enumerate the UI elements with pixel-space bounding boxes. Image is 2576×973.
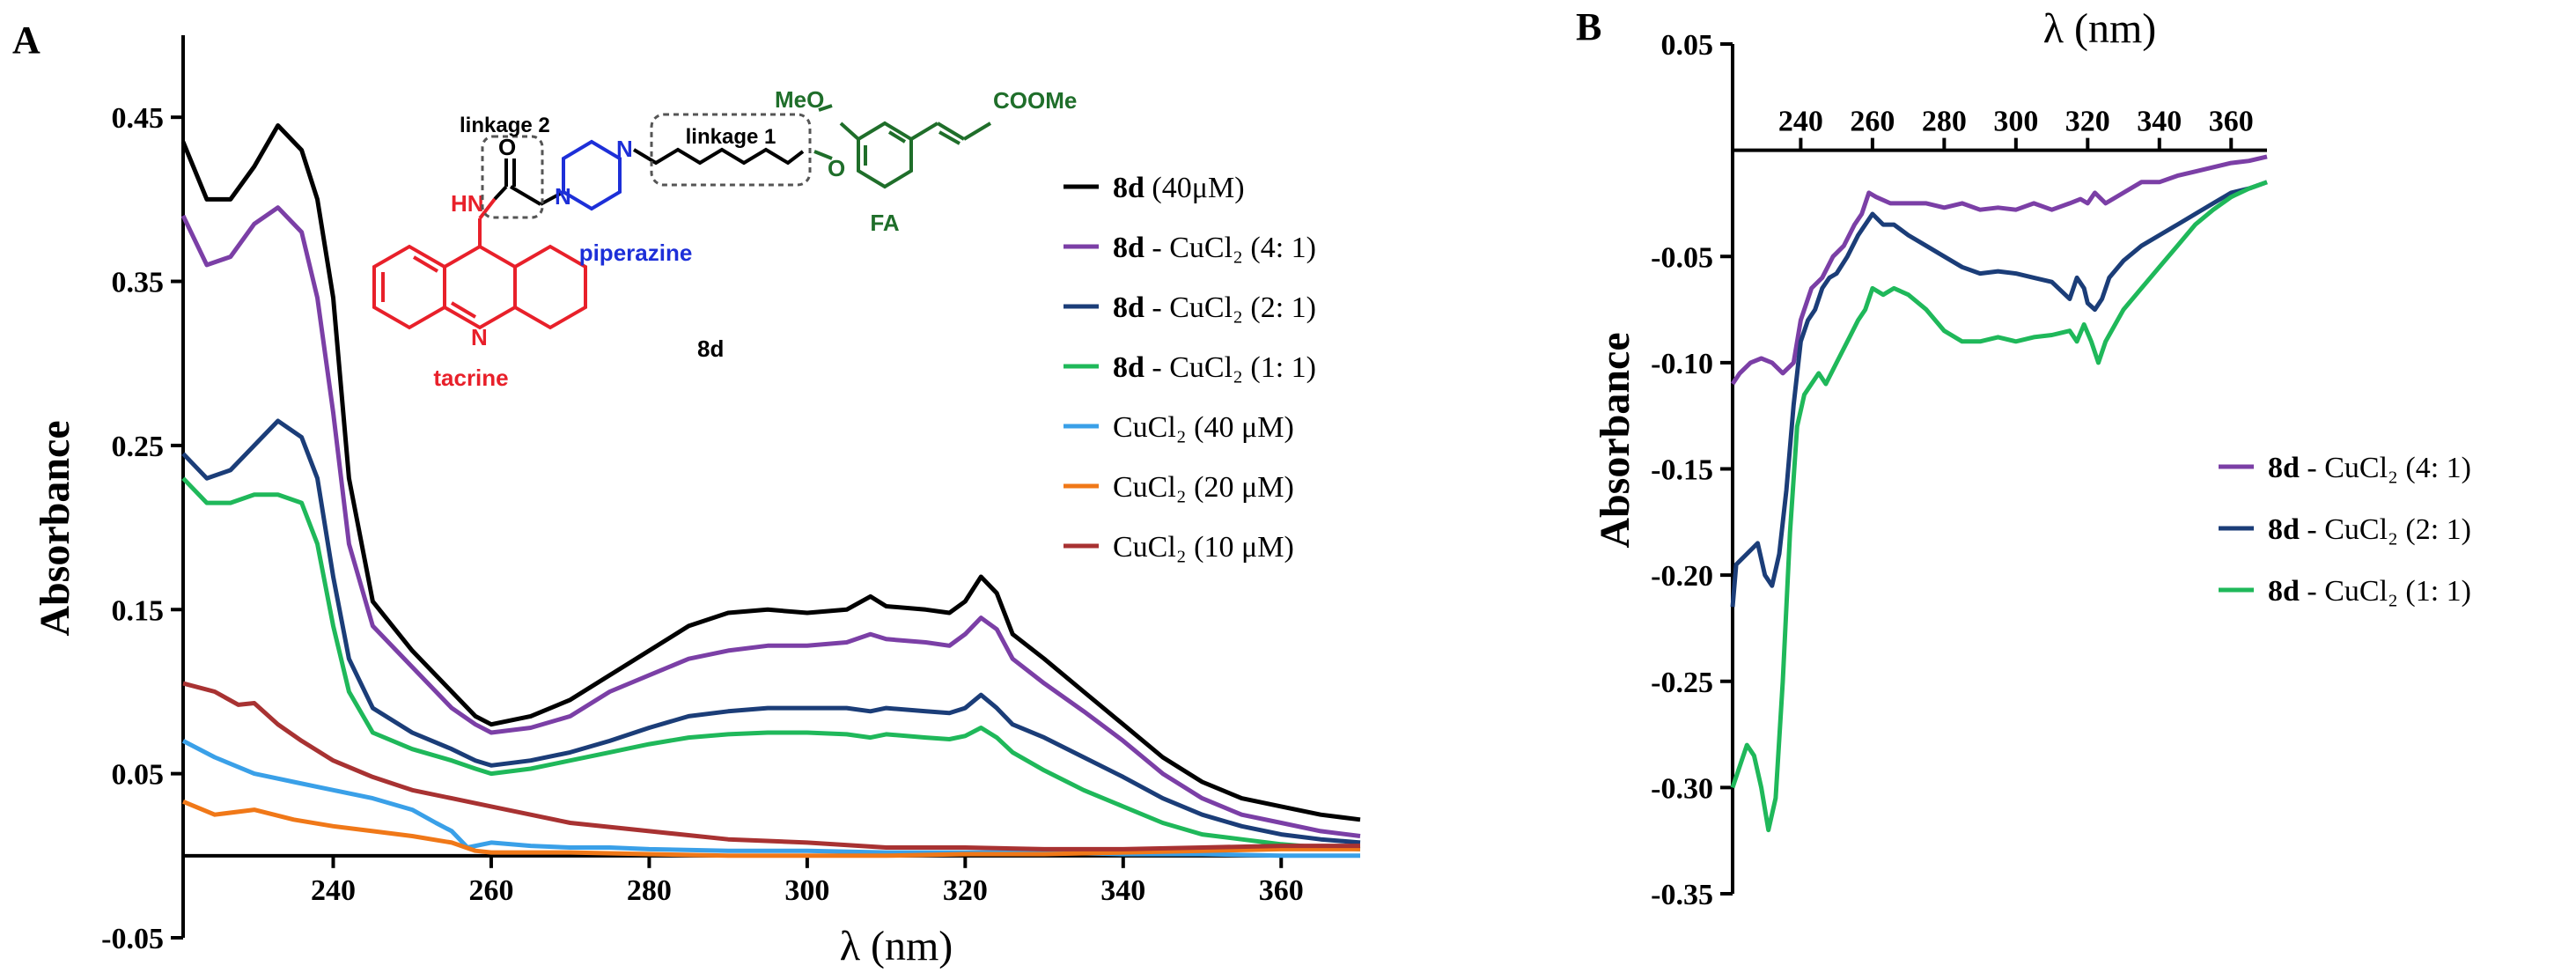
linkage-2-label: linkage 2 <box>460 114 550 137</box>
y-tick-label: -0.15 <box>1651 454 1713 487</box>
panel-a-chart: -0.05 0.05 0.15 0.25 0.35 0.45 240 260 280 300 320… <box>32 35 1361 969</box>
meo-label: MeO <box>775 86 824 113</box>
x-tick-label: 340 <box>1100 874 1145 907</box>
series-line-1 <box>180 205 1361 838</box>
panel-b-y-label: Absorbance <box>1592 332 1638 548</box>
y-tick-label: 0.45 <box>112 102 165 135</box>
x-tick-label: 240 <box>311 874 356 907</box>
piperazine-n2-label: N <box>616 136 633 162</box>
x-tick-label: 320 <box>943 874 988 907</box>
x-tick-label: 300 <box>1993 106 2038 138</box>
panel-label-b: B <box>1576 5 1601 48</box>
x-tick-label: 360 <box>1259 874 1304 907</box>
series-line-2 <box>181 418 1361 845</box>
piperazine-label: piperazine <box>579 240 693 266</box>
series-line-0 <box>1730 154 2268 386</box>
legend-entry-2: 8d - CuCl₂ (2: 1) <box>1113 291 1316 324</box>
series-line-1 <box>1730 180 2268 608</box>
ester-o-label: O <box>828 155 845 181</box>
tacrine-label: tacrine <box>433 365 508 391</box>
linkage-1-label: linkage 1 <box>686 125 776 149</box>
panel-a-y-label: Absorbance <box>32 420 78 636</box>
tacrine-n-label: N <box>471 324 488 350</box>
x-tick-label: 280 <box>1922 106 1967 138</box>
legend-entry-4: CuCl₂ (40 μM) <box>1113 411 1294 444</box>
legend-entry-6: CuCl₂ (10 μM) <box>1113 531 1294 564</box>
piperazine-ring <box>562 139 622 211</box>
compound-8d-structure: N HN tacrine O linkage 2 N N piperazine … <box>372 86 1077 391</box>
panel-b-legend: 8d - CuCl₂ (4: 1) 8d - CuCl₂ (2: 1) 8d - C… <box>2219 452 2471 608</box>
series-line-6 <box>182 681 1360 851</box>
x-tick-label: 300 <box>784 874 829 907</box>
panel-label-a: A <box>12 18 40 62</box>
x-tick-label: 340 <box>2137 106 2182 138</box>
series-line-5 <box>182 799 1360 859</box>
y-tick-label: -0.35 <box>1651 879 1713 911</box>
fa-label: FA <box>870 210 899 236</box>
hn-label: HN <box>451 190 484 217</box>
y-tick-label: -0.10 <box>1651 348 1713 380</box>
legend-entry-1: 8d - CuCl₂ (2: 1) <box>2268 513 2471 546</box>
panel-a-series <box>180 123 1361 859</box>
x-tick-label: 320 <box>2065 106 2110 138</box>
y-tick-label: 0.15 <box>112 594 165 627</box>
series-line-3 <box>181 476 1361 851</box>
piperazine-n1-label: N <box>555 183 571 210</box>
panel-b-ticks: 0.05 -0.05 -0.10 -0.15 -0.20 -0.25 -0.30 -0.35 2… <box>1651 29 2254 911</box>
panel-b-chart: 0.05 -0.05 -0.10 -0.15 -0.20 -0.25 -0.30 -0.35 2… <box>1592 5 2471 911</box>
panel-a-legend: 8d (40μM) 8d - CuCl₂ (4: 1) 8d - CuCl₂ (2:… <box>1064 172 1316 564</box>
legend-entry-0: 8d (40μM) <box>1113 172 1245 204</box>
x-tick-label: 260 <box>468 874 513 907</box>
legend-entry-2: 8d - CuCl₂ (1: 1) <box>2268 575 2471 608</box>
series-line-4 <box>181 739 1360 859</box>
coome-label: COOMe <box>993 87 1077 114</box>
linkage-2-box <box>481 135 544 219</box>
x-tick-label: 260 <box>1850 106 1895 138</box>
linkage-1-box <box>650 113 812 187</box>
y-tick-label: -0.05 <box>101 923 164 955</box>
series-line-0 <box>180 123 1361 822</box>
y-tick-label: 0.35 <box>112 267 165 299</box>
x-tick-label: 280 <box>627 874 672 907</box>
x-tick-label: 240 <box>1778 106 1823 138</box>
series-line-2 <box>1730 180 2268 833</box>
panel-a-x-label: λ (nm) <box>840 923 953 969</box>
y-tick-label: -0.30 <box>1651 772 1713 805</box>
panel-b-x-label: λ (nm) <box>2043 5 2157 52</box>
legend-entry-0: 8d - CuCl₂ (4: 1) <box>2268 452 2471 484</box>
panel-b-series <box>1730 154 2268 833</box>
y-tick-label: -0.20 <box>1651 560 1713 593</box>
y-tick-label: -0.25 <box>1651 667 1713 699</box>
compound-label: 8d <box>697 335 724 362</box>
y-tick-label: 0.05 <box>1661 29 1714 62</box>
y-tick-label: 0.05 <box>112 759 165 792</box>
legend-entry-3: 8d - CuCl₂ (1: 1) <box>1113 351 1316 384</box>
y-tick-label: 0.25 <box>112 431 165 463</box>
legend-entry-5: CuCl₂ (20 μM) <box>1113 471 1294 504</box>
panel-a-ticks: -0.05 0.05 0.15 0.25 0.35 0.45 240 260 280 300 320… <box>101 102 1304 955</box>
x-tick-label: 360 <box>2209 106 2254 138</box>
tacrine-moiety <box>372 197 587 330</box>
legend-entry-1: 8d - CuCl₂ (4: 1) <box>1113 232 1316 264</box>
amide-o-label: O <box>498 134 516 160</box>
y-tick-label: -0.05 <box>1651 241 1713 274</box>
